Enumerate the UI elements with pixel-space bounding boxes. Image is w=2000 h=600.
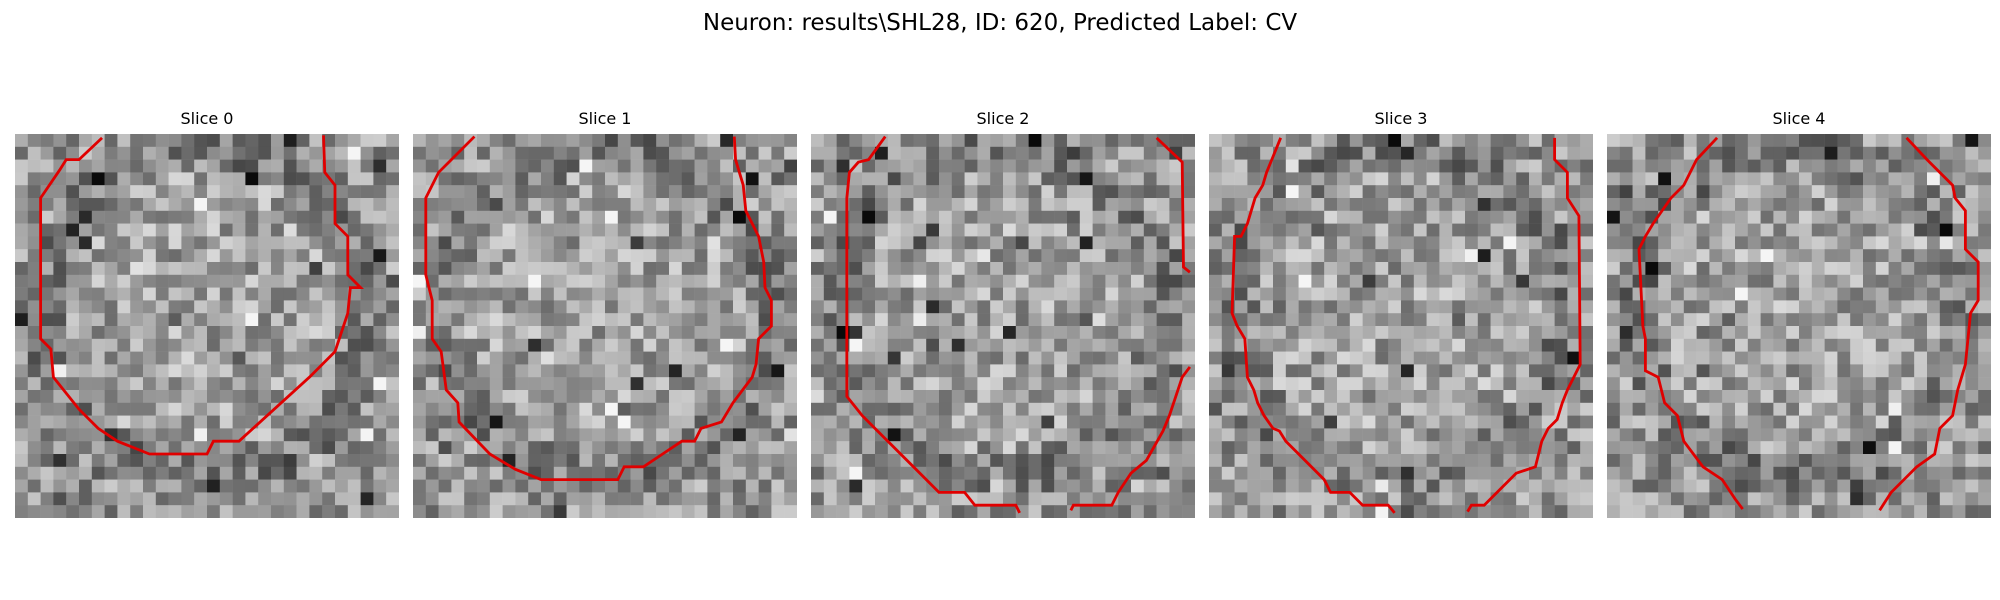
cell-contour-2b (1155, 136, 1191, 274)
slice-pixels-0 (15, 134, 399, 518)
figure-title: Neuron: results\SHL28, ID: 620, Predicte… (702, 10, 1298, 36)
slice-image-3 (1209, 134, 1593, 518)
cell-contour-4b (1878, 136, 1980, 512)
slice-image-1 (413, 134, 797, 518)
cell-contour-3b (1466, 137, 1582, 513)
slice-pixels-3 (1209, 134, 1593, 518)
slice-title-1: Slice 1 (578, 109, 632, 128)
slice-panel-4: Slice 4 (1607, 108, 1991, 520)
cell-contour-3 (1230, 137, 1396, 514)
cell-contour-1 (424, 135, 773, 482)
slice-title-0: Slice 0 (180, 109, 234, 128)
cell-contour-0 (39, 135, 364, 456)
slice-title-2: Slice 2 (976, 109, 1030, 128)
slice-panel-3: Slice 3 (1209, 108, 1593, 520)
cell-contour-4 (1637, 136, 1744, 510)
slice-image-2 (811, 134, 1195, 518)
cell-contour-2 (845, 135, 1021, 514)
slice-pixels-2 (811, 134, 1195, 518)
slice-image-4 (1607, 134, 1991, 518)
slice-pixels-4 (1607, 134, 1991, 518)
slice-panel-1: Slice 1 (413, 108, 797, 520)
slice-title-3: Slice 3 (1374, 109, 1428, 128)
slice-panel-0: Slice 0 (15, 108, 399, 520)
slice-image-0 (15, 134, 399, 518)
slice-panel-2: Slice 2 (811, 108, 1195, 520)
slice-pixels-1 (413, 134, 797, 518)
slice-title-4: Slice 4 (1772, 109, 1826, 128)
cell-contour-2c (1069, 366, 1192, 511)
